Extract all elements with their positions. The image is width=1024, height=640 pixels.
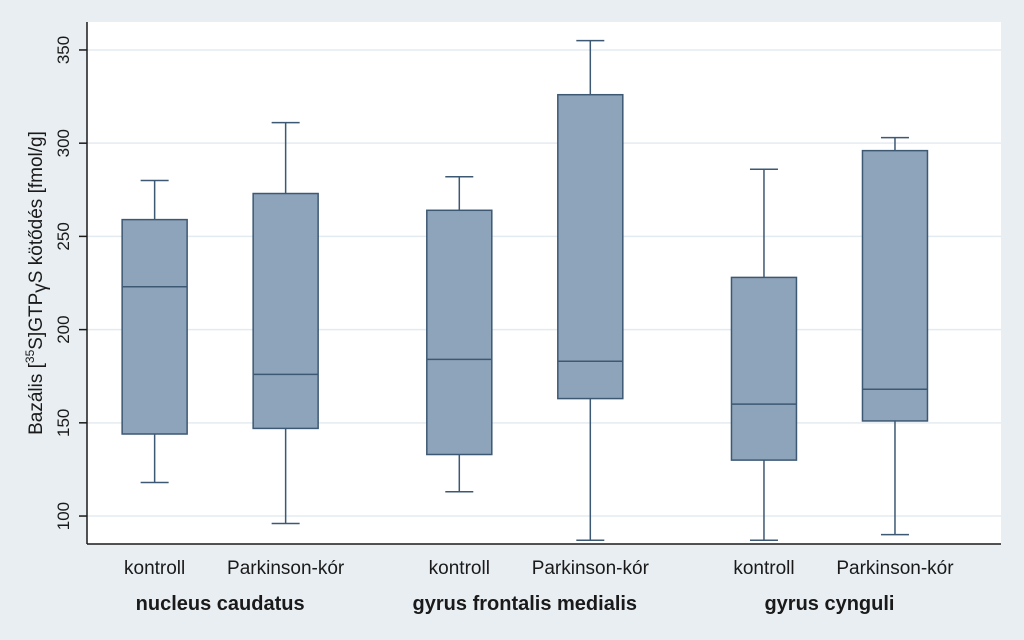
boxes: [121, 39, 929, 542]
category-label: kontroll: [733, 558, 794, 579]
y-axis-title-superscript: 35: [23, 349, 37, 363]
group-label: nucleus caudatus: [136, 593, 305, 615]
box-2-0: [730, 168, 798, 542]
y-axis-title-prefix: Bazális [: [26, 362, 47, 435]
category-label: Parkinson-kór: [836, 558, 954, 579]
box-body: [861, 149, 929, 422]
box-0-1: [252, 121, 319, 525]
group-label: gyrus frontalis medialis: [413, 593, 638, 615]
category-label: Parkinson-kór: [227, 558, 345, 579]
y-tick-label: 300: [54, 129, 73, 157]
y-axis-title-suffix: S kötődés [fmol/g]: [26, 131, 47, 283]
box-2-1: [861, 136, 929, 536]
box-body: [557, 93, 624, 400]
box-1-0: [426, 175, 493, 493]
box-body: [730, 276, 798, 461]
category-label: Parkinson-kór: [532, 558, 650, 579]
box-body: [121, 218, 188, 435]
category-label: kontroll: [124, 558, 185, 579]
y-axis-title-mid: S]GTP: [26, 293, 47, 350]
plot-area: [87, 22, 1001, 544]
box-0-0: [121, 179, 188, 484]
y-tick-label: 200: [54, 315, 73, 343]
axes: 100 150 200 250 300 350: [54, 22, 1001, 545]
group-label: gyrus cynguli: [764, 593, 894, 615]
y-tick-label: 150: [54, 409, 73, 437]
box-body: [426, 209, 493, 456]
labels: kontroll Parkinson-kór nucleus caudatus kon…: [124, 558, 954, 615]
y-tick-label: 250: [54, 222, 73, 250]
y-tick-label: 350: [54, 36, 73, 64]
box-1-1: [557, 39, 624, 542]
y-axis-title: Bazális [35S]GTPγS kötődés [fmol/g]: [23, 131, 51, 435]
category-label: kontroll: [429, 558, 490, 579]
grid: [87, 49, 1001, 517]
y-axis-title-greek: γ: [30, 283, 51, 293]
y-tick-label: 100: [54, 502, 73, 530]
box-body: [252, 192, 319, 430]
